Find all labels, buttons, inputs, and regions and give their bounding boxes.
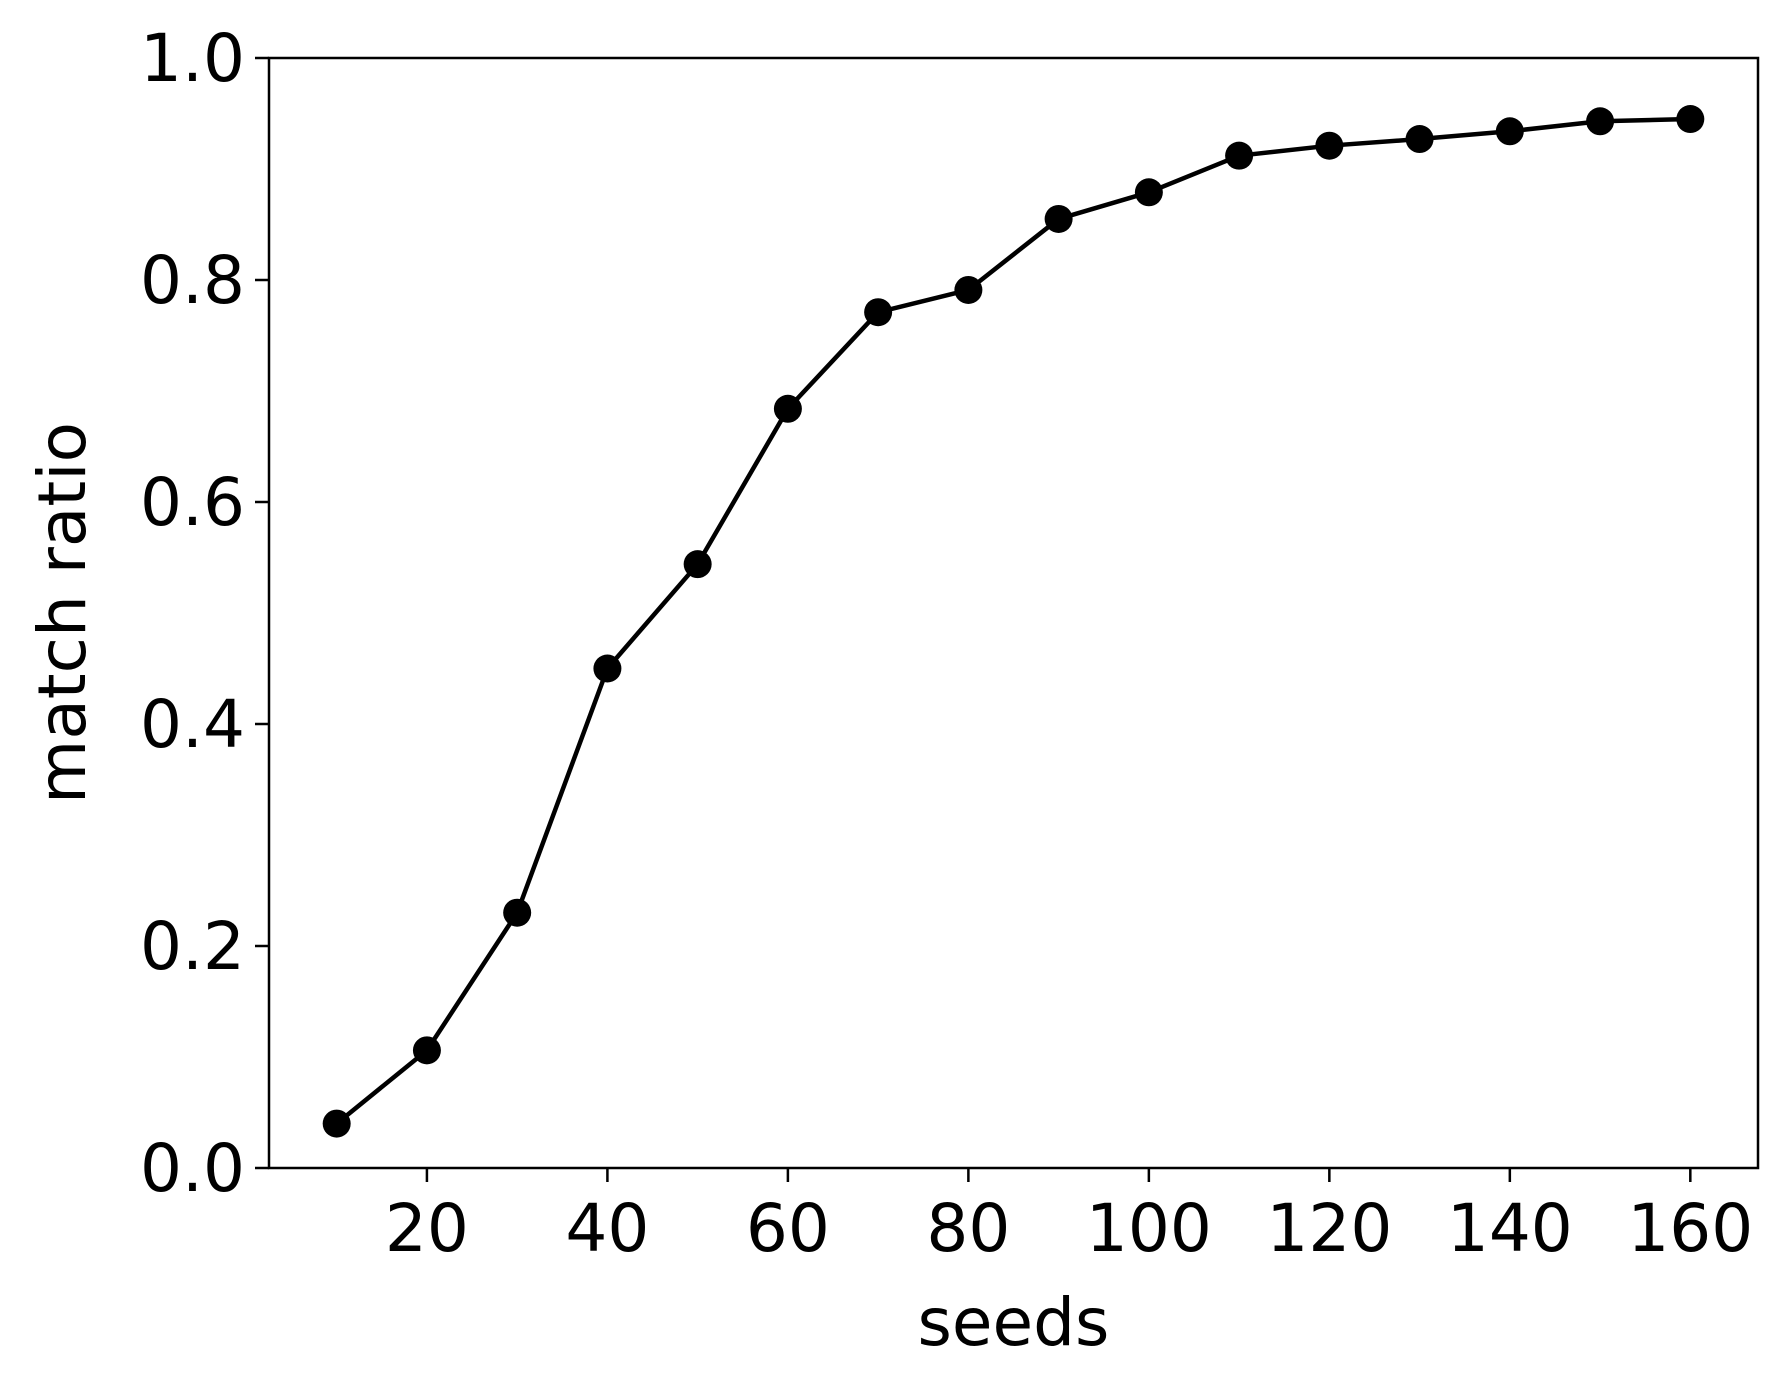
data-point xyxy=(773,394,802,423)
y-tick-label: 0.8 xyxy=(140,242,245,319)
x-tick-label: 60 xyxy=(746,1190,830,1267)
x-tick-label: 160 xyxy=(1627,1190,1753,1267)
data-point xyxy=(954,275,983,304)
data-point xyxy=(1134,178,1163,207)
y-tick-label: 1.0 xyxy=(140,20,245,97)
x-tick-label: 100 xyxy=(1086,1190,1212,1267)
data-point xyxy=(1495,117,1524,146)
plot-frame xyxy=(267,56,1760,1170)
data-point xyxy=(1225,141,1254,170)
series-line xyxy=(335,116,1691,1126)
y-axis-label: match ratio xyxy=(24,422,101,804)
y-tick-label: 0.6 xyxy=(140,464,245,541)
y-tick-label: 0.2 xyxy=(140,908,245,985)
x-tick-label: 80 xyxy=(926,1190,1010,1267)
x-tick-label: 40 xyxy=(565,1190,649,1267)
data-point xyxy=(593,654,622,683)
data-point xyxy=(1405,125,1434,154)
x-tick-label: 20 xyxy=(385,1190,469,1267)
data-point xyxy=(322,1109,351,1138)
data-point xyxy=(1676,105,1705,134)
y-tick-label: 0.4 xyxy=(140,686,245,763)
data-point xyxy=(1044,204,1073,233)
x-tick-label: 140 xyxy=(1447,1190,1573,1267)
data-point xyxy=(1586,107,1615,136)
data-point xyxy=(683,550,712,579)
y-tick-label: 0.0 xyxy=(140,1130,245,1207)
x-tick-label: 120 xyxy=(1266,1190,1392,1267)
series-layer xyxy=(322,105,1705,1138)
data-point xyxy=(1315,131,1344,160)
data-point xyxy=(503,898,532,927)
data-point xyxy=(864,298,893,327)
x-axis-label: seeds xyxy=(918,1284,1110,1361)
axis-ticks: 20 40 60 80 100 120 140 160 0.0 0.2 0.4 0.6 0.8 1.0 xyxy=(140,20,1753,1267)
data-point xyxy=(412,1036,441,1065)
